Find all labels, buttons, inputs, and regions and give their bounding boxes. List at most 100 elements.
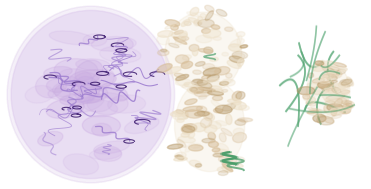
Ellipse shape — [215, 67, 230, 75]
Ellipse shape — [307, 83, 318, 88]
Ellipse shape — [213, 96, 223, 101]
Ellipse shape — [183, 111, 188, 119]
Ellipse shape — [208, 132, 216, 140]
Ellipse shape — [194, 112, 209, 116]
Ellipse shape — [341, 90, 349, 94]
Ellipse shape — [167, 144, 183, 149]
Ellipse shape — [213, 36, 221, 40]
Ellipse shape — [54, 59, 98, 82]
Ellipse shape — [197, 106, 207, 112]
Ellipse shape — [174, 80, 244, 172]
Ellipse shape — [327, 71, 335, 79]
Ellipse shape — [179, 31, 187, 39]
Ellipse shape — [83, 95, 112, 112]
Ellipse shape — [196, 35, 212, 43]
Ellipse shape — [233, 128, 244, 135]
Ellipse shape — [331, 83, 347, 90]
Ellipse shape — [324, 105, 331, 112]
Ellipse shape — [233, 132, 246, 143]
Ellipse shape — [341, 108, 351, 114]
Ellipse shape — [326, 94, 345, 100]
Ellipse shape — [202, 138, 215, 143]
Ellipse shape — [63, 154, 99, 175]
Ellipse shape — [232, 91, 242, 101]
Ellipse shape — [182, 62, 190, 67]
Ellipse shape — [25, 85, 54, 103]
Ellipse shape — [212, 89, 224, 94]
Ellipse shape — [182, 126, 195, 132]
Ellipse shape — [46, 98, 84, 119]
Ellipse shape — [190, 87, 197, 91]
Ellipse shape — [165, 67, 181, 74]
Ellipse shape — [237, 58, 244, 67]
Ellipse shape — [226, 114, 232, 125]
Ellipse shape — [204, 111, 213, 119]
Ellipse shape — [216, 9, 227, 16]
Ellipse shape — [209, 121, 221, 129]
Ellipse shape — [77, 99, 118, 117]
Ellipse shape — [307, 110, 319, 114]
Ellipse shape — [173, 111, 186, 116]
Ellipse shape — [319, 81, 334, 87]
Ellipse shape — [11, 10, 171, 179]
Ellipse shape — [322, 73, 335, 80]
Ellipse shape — [221, 79, 235, 86]
Ellipse shape — [209, 141, 219, 147]
Ellipse shape — [178, 136, 196, 143]
Ellipse shape — [217, 143, 229, 153]
Ellipse shape — [91, 70, 115, 90]
Ellipse shape — [333, 105, 345, 115]
Ellipse shape — [318, 83, 332, 90]
Ellipse shape — [224, 163, 243, 168]
Ellipse shape — [181, 36, 189, 40]
Ellipse shape — [208, 91, 223, 95]
Ellipse shape — [91, 36, 136, 51]
Ellipse shape — [185, 143, 194, 152]
Ellipse shape — [124, 117, 159, 134]
Ellipse shape — [347, 77, 354, 86]
Ellipse shape — [185, 110, 202, 118]
Ellipse shape — [226, 73, 232, 78]
Ellipse shape — [322, 74, 336, 78]
Ellipse shape — [341, 79, 352, 85]
Ellipse shape — [206, 66, 221, 72]
Ellipse shape — [192, 123, 206, 132]
Ellipse shape — [204, 125, 217, 133]
Ellipse shape — [234, 101, 241, 105]
Ellipse shape — [75, 84, 108, 103]
Ellipse shape — [188, 18, 201, 24]
Ellipse shape — [240, 45, 247, 48]
Ellipse shape — [332, 74, 338, 77]
Ellipse shape — [327, 76, 337, 81]
Ellipse shape — [308, 109, 322, 116]
Ellipse shape — [83, 34, 107, 46]
Ellipse shape — [194, 89, 211, 97]
Ellipse shape — [328, 89, 338, 93]
Ellipse shape — [319, 61, 336, 68]
Ellipse shape — [223, 104, 236, 111]
Ellipse shape — [232, 51, 247, 59]
Ellipse shape — [198, 87, 215, 91]
Ellipse shape — [339, 101, 354, 110]
Ellipse shape — [77, 76, 101, 95]
Ellipse shape — [181, 124, 197, 133]
Ellipse shape — [203, 64, 215, 70]
Ellipse shape — [215, 105, 232, 114]
Ellipse shape — [338, 82, 351, 88]
Ellipse shape — [93, 141, 129, 154]
Ellipse shape — [60, 94, 94, 105]
Ellipse shape — [339, 106, 351, 114]
Ellipse shape — [204, 113, 214, 121]
Ellipse shape — [306, 101, 316, 106]
Ellipse shape — [59, 69, 93, 86]
Ellipse shape — [198, 49, 213, 53]
Ellipse shape — [217, 167, 232, 173]
Ellipse shape — [221, 89, 228, 92]
Ellipse shape — [216, 121, 227, 126]
Ellipse shape — [193, 70, 201, 74]
Ellipse shape — [183, 55, 191, 60]
Ellipse shape — [343, 104, 351, 109]
Ellipse shape — [236, 92, 245, 100]
Ellipse shape — [319, 71, 331, 79]
Ellipse shape — [315, 61, 324, 65]
